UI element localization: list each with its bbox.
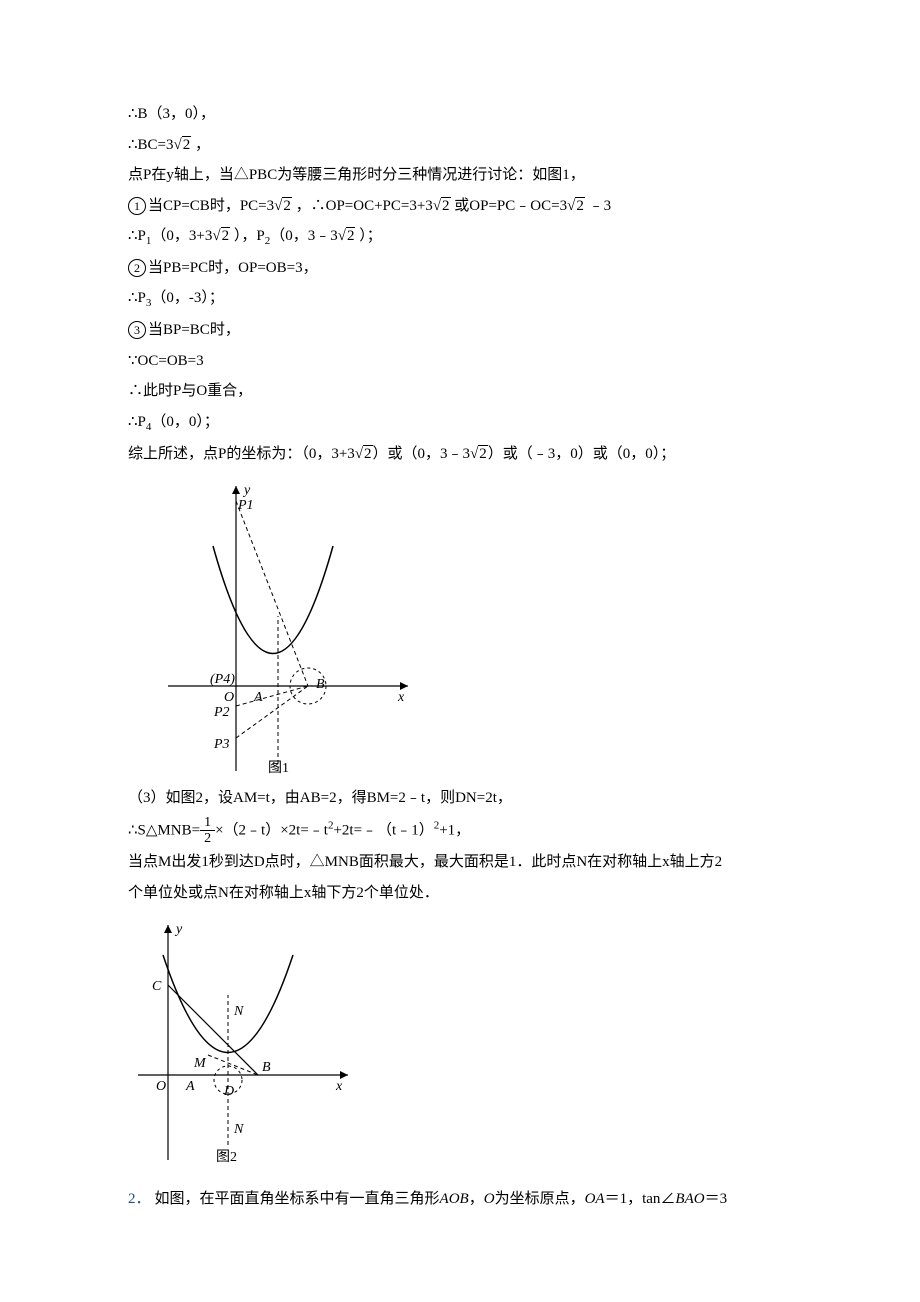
text-line: ∴P1（0，3+32 ），P2（0，3﹣32 ）； <box>128 222 792 252</box>
text: ＝3 <box>705 1191 728 1207</box>
text: ∴BC=3 <box>128 137 174 153</box>
svg-text:O: O <box>156 1079 166 1094</box>
svg-text:A: A <box>253 690 263 705</box>
text: ，∴OP=OC+PC=3+3 <box>292 198 433 214</box>
sqrt: 2 <box>433 192 451 221</box>
text: ﹣3 <box>585 198 611 214</box>
text-line: ∴P4（0，0）； <box>128 408 792 438</box>
text: ）或（0，3﹣3 <box>373 446 471 462</box>
problem-2-line: 2．如图，在平面直角坐标系中有一直角三角形AOB，O为坐标原点，OA＝1，tan… <box>128 1185 792 1214</box>
text-line: ∴P3（0，-3）； <box>128 284 792 314</box>
text: （0，-3）； <box>151 290 224 306</box>
circle-number: 3 <box>128 321 146 339</box>
text-line: 1当CP=CB时，PC=32 ，∴OP=OC+PC=3+32 或OP=PC﹣OC… <box>128 192 792 221</box>
text: 当CP=CB时，PC=3 <box>148 198 274 214</box>
text-line: 个单位处或点N在对称轴上x轴下方2个单位处． <box>128 879 792 908</box>
text: ∴B（3，0）， <box>128 106 215 122</box>
text-line: （3）如图2，设AM=t，由AB=2，得BM=2﹣t，则DN=2t， <box>128 784 792 813</box>
text: （0，3+3 <box>151 228 212 244</box>
text: +2t=﹣（t﹣1） <box>333 822 433 838</box>
figure-1-svg: yP1 (P4) O A Bx P2 P3 图1 <box>158 476 418 776</box>
text: 如图，在平面直角坐标系中有一直角三角形 <box>155 1191 440 1207</box>
text: （0，3﹣3 <box>270 228 338 244</box>
svg-text:D: D <box>223 1084 234 1099</box>
svg-text:B: B <box>316 677 325 692</box>
svg-text:(P4): (P4) <box>210 672 235 687</box>
italic-text: AOB <box>440 1191 469 1207</box>
text: ， <box>469 1191 484 1207</box>
text: 当BP=BC时， <box>148 322 240 338</box>
text-line: 3当BP=BC时， <box>128 316 792 345</box>
text: 或OP=PC﹣OC=3 <box>451 198 568 214</box>
text-line: ∴S△MNB=12×（2﹣t）×2t=﹣t2+2t=﹣（t﹣1）2+1， <box>128 815 792 847</box>
text: （3）如图2，设AM=t，由AB=2，得BM=2﹣t，则DN=2t， <box>128 790 512 806</box>
svg-text:y: y <box>242 483 251 498</box>
svg-text:y: y <box>174 922 183 937</box>
text: ∴此时P与O重合， <box>128 383 252 399</box>
text: ∴S△MNB= <box>128 822 200 838</box>
svg-text:N: N <box>233 1122 244 1137</box>
text: 当点M出发1秒到达D点时，△MNB面积最大，最大面积是1．此时点N在对称轴上x轴… <box>128 854 722 870</box>
fraction: 12 <box>200 815 215 847</box>
problem-number: 2． <box>128 1191 151 1207</box>
sqrt: 2 <box>338 222 356 251</box>
text-line: ∴BC=32 ， <box>128 131 792 160</box>
text: 点P在y轴上，当△PBC为等腰三角形时分三种情况进行讨论：如图1， <box>128 167 585 183</box>
text: ＝1，tan∠ <box>605 1191 676 1207</box>
text-line: ∴此时P与O重合， <box>128 377 792 406</box>
figure-2-svg: y C N M B O A Dx N 图2 <box>128 915 358 1165</box>
svg-text:x: x <box>397 690 405 705</box>
italic-text: O <box>484 1191 495 1207</box>
text: ）； <box>355 228 381 244</box>
circle-number: 2 <box>128 259 146 277</box>
text: ），P <box>230 228 265 244</box>
text: ， <box>191 137 210 153</box>
svg-text:P2: P2 <box>213 705 230 720</box>
text-line: 综上所述，点P的坐标为：（0，3+32）或（0，3﹣32）或（﹣3，0）或（0，… <box>128 440 792 469</box>
svg-text:图2: 图2 <box>216 1150 237 1165</box>
text: +1， <box>439 822 470 838</box>
text: 当PB=PC时，OP=OB=3， <box>148 260 318 276</box>
svg-text:x: x <box>335 1079 343 1094</box>
svg-text:O: O <box>224 690 234 705</box>
text: ×（2﹣t）×2t=﹣t <box>215 822 328 838</box>
text-line: 2当PB=PC时，OP=OB=3， <box>128 254 792 283</box>
sqrt: 2 <box>567 192 585 221</box>
circle-number: 1 <box>128 197 146 215</box>
italic-text: BAO <box>675 1191 704 1207</box>
svg-text:M: M <box>193 1056 207 1071</box>
sqrt: 2 <box>355 440 373 469</box>
sqrt: 2 <box>274 192 292 221</box>
text-line: 点P在y轴上，当△PBC为等腰三角形时分三种情况进行讨论：如图1， <box>128 161 792 190</box>
svg-text:N: N <box>233 1004 244 1019</box>
sqrt: 2 <box>212 222 230 251</box>
text: ）或（﹣3，0）或（0，0）； <box>488 446 676 462</box>
text: （0，0）； <box>151 414 219 430</box>
text: 个单位处或点N在对称轴上x轴下方2个单位处． <box>128 885 439 901</box>
italic-text: OA <box>585 1191 605 1207</box>
text: ∴P <box>128 290 146 306</box>
text: 综上所述，点P的坐标为：（0，3+3 <box>128 446 355 462</box>
text: ∴P <box>128 228 146 244</box>
sqrt: 2 <box>174 131 192 160</box>
text-line: ∵OC=OB=3 <box>128 347 792 376</box>
text: ∴P <box>128 414 146 430</box>
svg-text:A: A <box>185 1079 195 1094</box>
text-line: ∴B（3，0）， <box>128 100 792 129</box>
figure-2: y C N M B O A Dx N 图2 <box>128 915 792 1165</box>
figure-1: yP1 (P4) O A Bx P2 P3 图1 <box>158 476 792 776</box>
text: ∵OC=OB=3 <box>128 353 204 369</box>
text: 为坐标原点， <box>495 1191 585 1207</box>
svg-text:B: B <box>262 1060 271 1075</box>
svg-text:P3: P3 <box>213 737 230 752</box>
text-line: 当点M出发1秒到达D点时，△MNB面积最大，最大面积是1．此时点N在对称轴上x轴… <box>128 848 792 877</box>
svg-text:图1: 图1 <box>268 761 289 776</box>
svg-text:C: C <box>152 979 162 994</box>
sqrt: 2 <box>470 440 488 469</box>
svg-text:P1: P1 <box>237 498 254 513</box>
